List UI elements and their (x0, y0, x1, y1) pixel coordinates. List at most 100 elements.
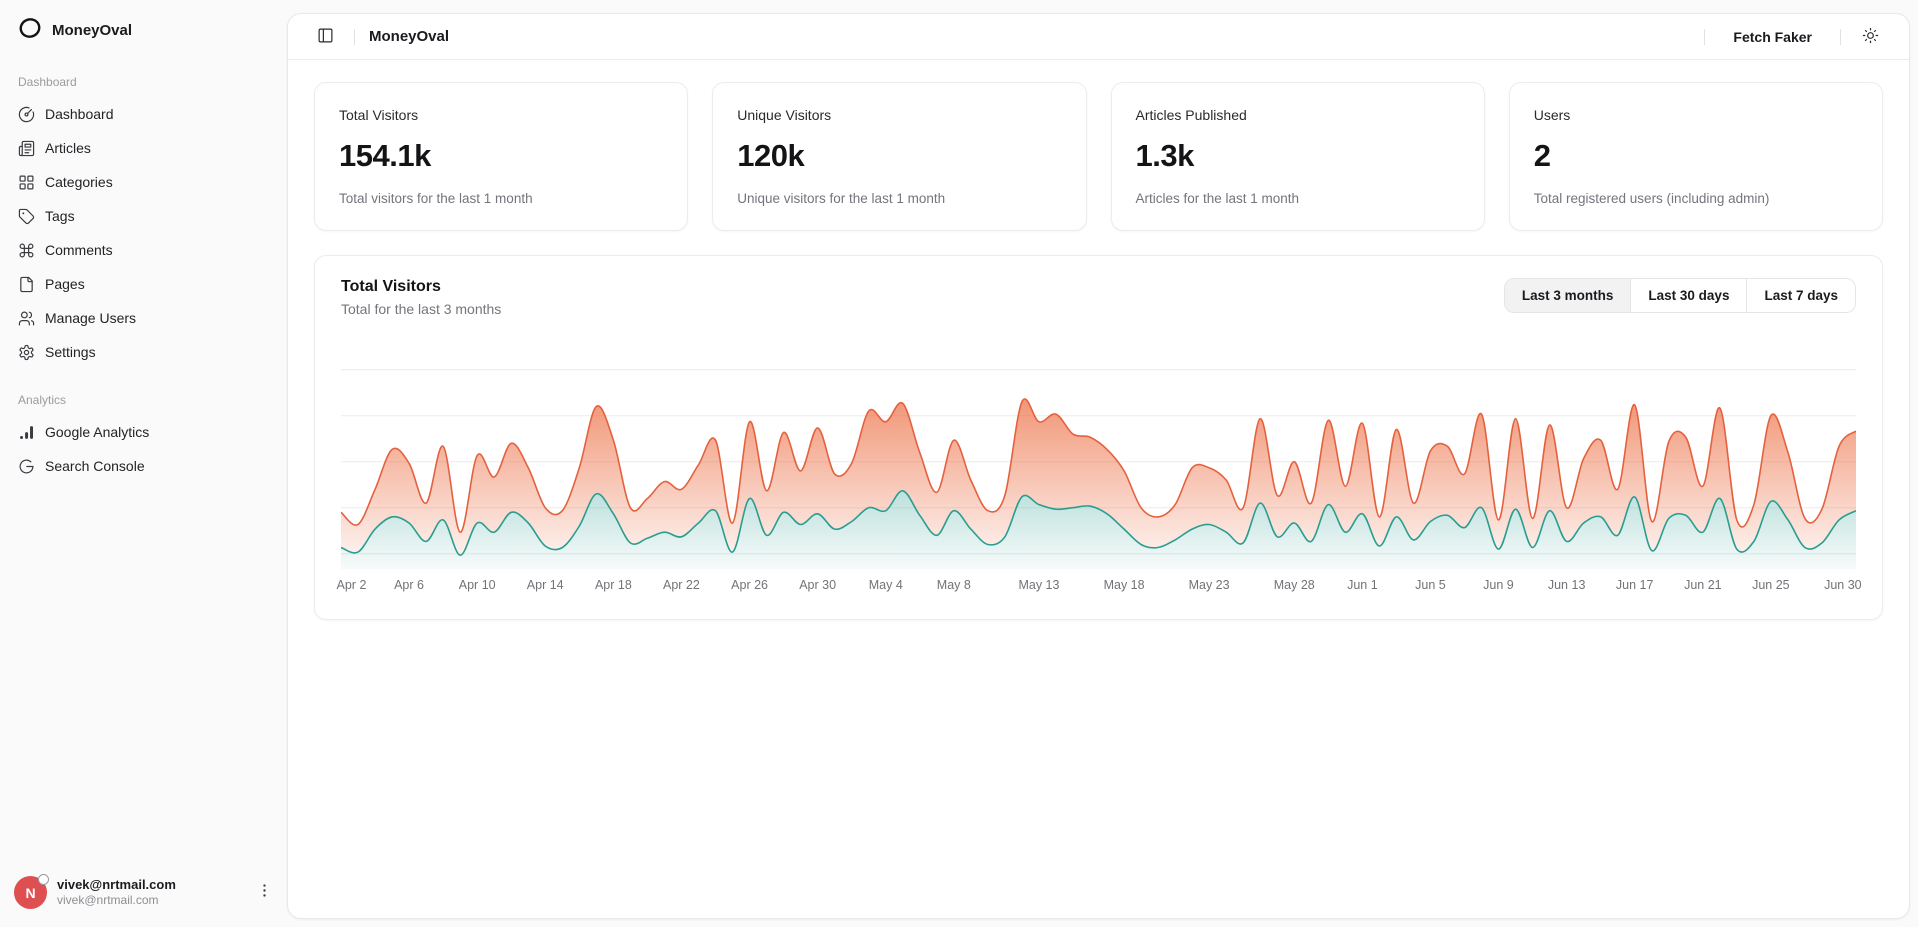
page-title: MoneyOval (369, 28, 450, 45)
x-tick-label: Apr 26 (731, 578, 769, 592)
sidebar: MoneyOval Dashboard Dashboard Articles Cate… (0, 0, 287, 927)
file-icon (18, 276, 35, 293)
range-button-last-7-days[interactable]: Last 7 days (1746, 279, 1855, 312)
x-tick-label: May 13 (1018, 578, 1060, 592)
sidebar-item-comments[interactable]: Comments (10, 233, 277, 267)
stat-description: Total registered users (including admin) (1533, 191, 1770, 206)
range-selector: Last 3 months Last 30 days Last 7 days (1503, 278, 1856, 313)
divider (354, 28, 355, 45)
x-axis-ticks: Apr 2 Apr 6 Apr 10 Apr 14 Apr 18 Apr 22 Apr 26… (337, 578, 1862, 595)
x-tick-label: Jun 25 (1752, 578, 1790, 592)
oval-logo-icon (18, 16, 42, 45)
sidebar-item-label: Articles (45, 140, 91, 156)
total-visitors-chart-card: Total Visitors Total for the last 3 mont… (314, 255, 1883, 620)
sidebar-item-label: Search Console (45, 458, 145, 474)
stats-grid: Total Visitors 154.1k Total visitors for… (314, 82, 1883, 231)
stat-description: Unique visitors for the last 1 month (737, 191, 946, 206)
x-tick-label: Jun 13 (1547, 578, 1586, 592)
analytics-bars-icon (18, 424, 35, 441)
area-chart-svg[interactable] (341, 339, 1856, 569)
user-menu[interactable]: N vivek@nrtmail.com vivek@nrtmail.com (8, 870, 279, 915)
x-tick-label: Jun 21 (1684, 578, 1722, 592)
stat-description: Articles for the last 1 month (1135, 191, 1300, 206)
stat-value: 154.1k (339, 138, 431, 173)
settings-gear-icon (18, 344, 35, 361)
sidebar-item-manage-users[interactable]: Manage Users (10, 301, 277, 335)
x-tick-label: May 23 (1188, 578, 1230, 592)
stat-title: Unique Visitors (737, 107, 832, 123)
dashboard-content: Total Visitors 154.1k Total visitors for… (288, 60, 1909, 918)
user-email: vivek@nrtmail.com (57, 893, 159, 908)
stat-title: Total Visitors (339, 107, 419, 123)
main-panel: MoneyOval Fetch Faker Total Visitors 154… (287, 13, 1910, 919)
x-tick-label: May 8 (936, 578, 971, 592)
x-tick-label: Jun 9 (1483, 578, 1514, 592)
range-button-last-3-months[interactable]: Last 3 months (1504, 279, 1631, 312)
sidebar-item-categories[interactable]: Categories (10, 165, 277, 199)
panel-left-icon (317, 27, 334, 47)
sidebar-item-pages[interactable]: Pages (10, 267, 277, 301)
brand: MoneyOval (16, 14, 271, 51)
sidebar-nav: Dashboard Dashboard Articles Categories Tags… (16, 51, 271, 870)
chart-title: Total Visitors (341, 278, 441, 295)
sidebar-toggle-button[interactable] (310, 22, 340, 52)
sidebar-item-articles[interactable]: Articles (10, 131, 277, 165)
status-badge (38, 874, 49, 885)
command-icon (18, 242, 35, 259)
x-tick-label: Apr 2 (336, 578, 367, 592)
x-tick-label: Apr 18 (594, 578, 632, 592)
tag-icon (18, 208, 35, 225)
stat-card-unique-visitors: Unique Visitors 120k Unique visitors for… (712, 82, 1087, 231)
divider (1840, 28, 1841, 45)
fetch-faker-button[interactable]: Fetch Faker (1719, 22, 1826, 52)
divider (1704, 28, 1706, 45)
x-tick-label: Apr 30 (799, 578, 837, 592)
stat-value: 120k (737, 138, 805, 173)
x-tick-label: Jun 17 (1615, 578, 1654, 592)
ellipsis-vertical-icon[interactable] (256, 882, 273, 904)
group-label: Analytics (18, 393, 67, 407)
sidebar-item-label: Pages (45, 276, 85, 292)
sidebar-item-label: Manage Users (45, 310, 137, 326)
x-tick-label: Apr 6 (394, 578, 424, 592)
x-tick-label: Jun 5 (1415, 578, 1446, 592)
sidebar-item-search-console[interactable]: Search Console (10, 449, 277, 483)
sidebar-item-settings[interactable]: Settings (10, 335, 277, 369)
sidebar-item-google-analytics[interactable]: Google Analytics (10, 415, 277, 449)
stat-card-users: Users 2 Total registered users (includin… (1508, 82, 1883, 231)
x-tick-label: Jun 30 (1824, 578, 1862, 592)
sidebar-item-label: Comments (45, 242, 113, 258)
circle-gauge-icon (18, 106, 35, 123)
sidebar-item-label: Dashboard (45, 106, 114, 122)
group-label: Dashboard (18, 75, 77, 89)
stat-card-total-visitors: Total Visitors 154.1k Total visitors for… (314, 82, 689, 231)
stat-value: 1.3k (1135, 138, 1195, 173)
area-chart: Apr 2 Apr 6 Apr 10 Apr 14 Apr 18 Apr 22 Apr 26… (337, 339, 1862, 595)
google-g-icon (18, 458, 35, 475)
newspaper-icon (18, 140, 35, 157)
sidebar-item-dashboard[interactable]: Dashboard (10, 97, 277, 131)
x-tick-label: Apr 22 (662, 578, 700, 592)
stat-description: Total visitors for the last 1 month (339, 191, 533, 206)
sidebar-item-label: Categories (45, 174, 113, 190)
topbar: MoneyOval Fetch Faker (288, 14, 1909, 60)
stat-title: Users (1533, 107, 1571, 123)
x-tick-label: Apr 14 (526, 578, 564, 592)
brand-name: MoneyOval (52, 22, 133, 39)
range-button-last-30-days[interactable]: Last 30 days (1630, 279, 1747, 312)
x-tick-label: Jun 1 (1347, 578, 1378, 592)
user-info: vivek@nrtmail.com vivek@nrtmail.com (57, 877, 246, 908)
layout-grid-icon (18, 174, 35, 191)
chart-subtitle: Total for the last 3 months (341, 301, 502, 317)
avatar: N (14, 874, 49, 909)
sidebar-item-label: Google Analytics (45, 424, 150, 440)
sidebar-item-label: Tags (45, 208, 75, 224)
x-tick-label: May 28 (1273, 578, 1315, 592)
stat-card-articles-published: Articles Published 1.3k Articles for the… (1110, 82, 1485, 231)
sidebar-item-tags[interactable]: Tags (10, 199, 277, 233)
theme-toggle-button[interactable] (1855, 22, 1885, 52)
stat-title: Articles Published (1135, 107, 1247, 123)
sun-icon (1862, 27, 1879, 47)
stat-value: 2 (1533, 138, 1551, 173)
x-tick-label: May 4 (868, 578, 903, 592)
